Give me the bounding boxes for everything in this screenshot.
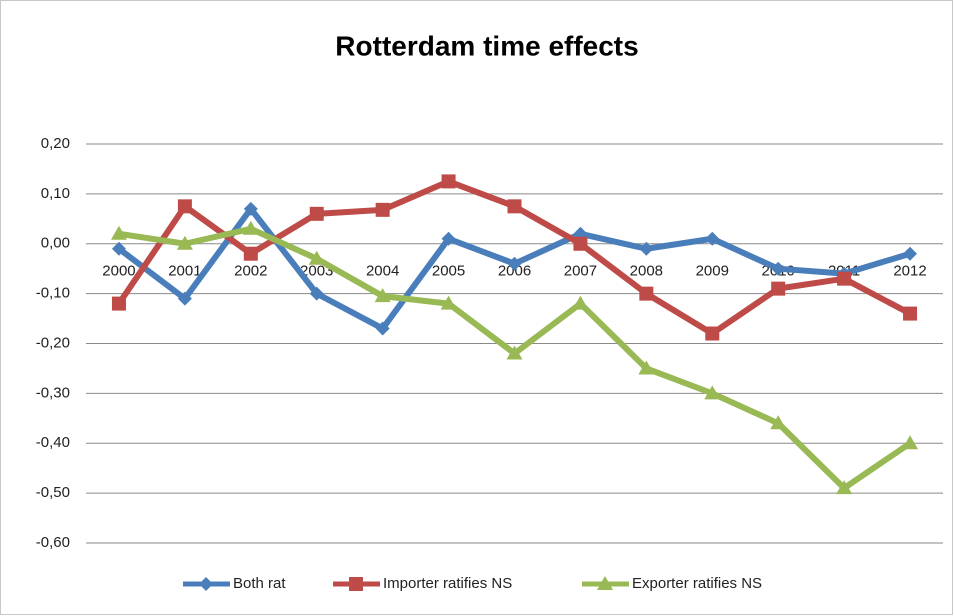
data-point — [176, 235, 193, 250]
y-tick-label: -0,30 — [36, 384, 70, 401]
x-tick-label: 2008 — [630, 263, 663, 280]
x-tick-label: 2001 — [168, 263, 201, 280]
data-point — [506, 345, 523, 360]
x-tick-label: 2012 — [893, 263, 926, 280]
data-point — [111, 241, 126, 256]
data-point — [243, 246, 258, 261]
data-point — [639, 286, 654, 301]
legend-label: Importer ratifies NS — [383, 575, 512, 592]
legend-label: Exporter ratifies NS — [632, 575, 762, 592]
x-tick-label: 2000 — [102, 263, 135, 280]
data-point — [837, 271, 852, 286]
data-point — [507, 199, 522, 214]
chart-title: Rotterdam time effects — [335, 30, 638, 61]
legend-marker — [199, 577, 213, 591]
data-point — [308, 250, 325, 265]
data-point — [639, 241, 654, 256]
y-tick-label: 0,20 — [41, 135, 70, 152]
data-point — [177, 291, 192, 306]
y-tick-label: -0,60 — [36, 534, 70, 551]
y-tick-label: 0,10 — [41, 185, 70, 202]
y-tick-label: -0,40 — [36, 434, 70, 451]
data-point — [705, 231, 720, 246]
x-tick-label: 2007 — [564, 263, 597, 280]
data-point — [375, 202, 390, 217]
data-point — [177, 199, 192, 214]
data-point — [374, 288, 391, 303]
data-point — [110, 225, 127, 240]
y-tick-label: 0,00 — [41, 235, 70, 252]
x-tick-label: 2002 — [234, 263, 267, 280]
data-point — [242, 220, 259, 235]
data-point — [111, 296, 126, 311]
data-point — [441, 231, 456, 246]
data-point — [771, 261, 786, 276]
legend-marker — [597, 576, 613, 590]
x-tick-label: 2006 — [498, 263, 531, 280]
legend-label: Both rat — [233, 575, 286, 592]
data-point — [572, 295, 589, 310]
data-point — [836, 480, 853, 495]
data-point — [638, 360, 655, 375]
data-point — [507, 256, 522, 271]
x-tick-label: 2009 — [696, 263, 729, 280]
data-point — [902, 435, 919, 450]
data-point — [573, 236, 588, 251]
legend-marker — [349, 577, 363, 591]
data-point — [704, 385, 721, 400]
y-tick-label: -0,10 — [36, 285, 70, 302]
data-point — [903, 246, 918, 261]
data-point — [309, 286, 324, 301]
x-tick-label: 2004 — [366, 263, 399, 280]
data-point — [770, 415, 787, 430]
x-tick-label: 2005 — [432, 263, 465, 280]
data-point — [440, 295, 457, 310]
y-tick-label: -0,50 — [36, 484, 70, 501]
data-point — [903, 306, 918, 321]
data-point — [705, 326, 720, 341]
y-tick-label: -0,20 — [36, 334, 70, 351]
x-tick-label: 2003 — [300, 263, 333, 280]
data-point — [375, 321, 390, 336]
data-point — [309, 206, 324, 221]
data-point — [243, 201, 258, 216]
data-point — [441, 174, 456, 189]
data-point — [771, 281, 786, 296]
